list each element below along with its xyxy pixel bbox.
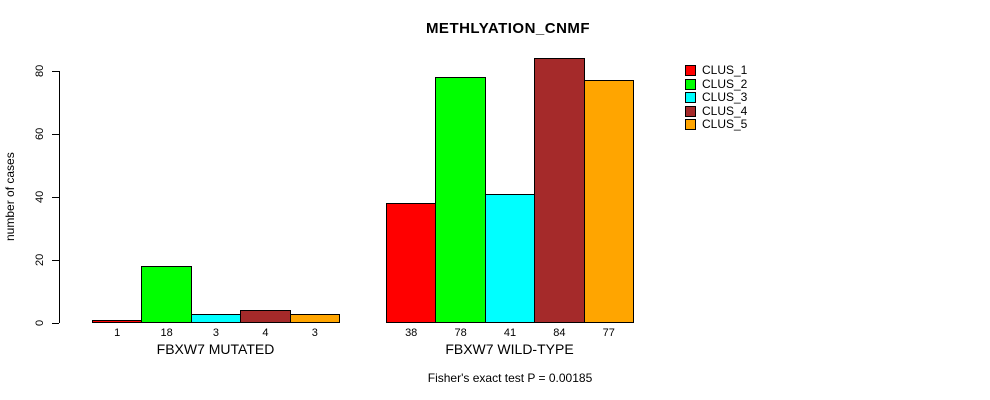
- bar-value-label: 3: [311, 327, 318, 339]
- legend: CLUS_1 CLUS_2 CLUS_3 CLUS_4 CLUS_5: [685, 63, 748, 132]
- y-tick-label: 60: [34, 127, 46, 141]
- y-tick-label: 0: [34, 319, 46, 327]
- legend-swatch-clus_1: [685, 65, 696, 77]
- y-tick: [52, 70, 59, 72]
- bar-clus_2-group2: [435, 77, 486, 323]
- legend-swatch-clus_2: [685, 78, 696, 90]
- y-axis: [59, 71, 60, 323]
- bar-value-label: 77: [602, 327, 615, 339]
- bar-clus_2-group1: [141, 266, 192, 323]
- bar-value-label: 38: [405, 327, 418, 339]
- y-tick-label: 40: [34, 190, 46, 204]
- y-tick: [52, 259, 59, 261]
- legend-swatch-clus_4: [685, 105, 696, 117]
- bar-clus_1-group2: [386, 203, 437, 323]
- bar-clus_1-group1: [92, 319, 143, 323]
- chart-title: METHLYATION_CNMF: [425, 20, 591, 37]
- y-tick: [52, 133, 59, 135]
- legend-label: CLUS_5: [702, 117, 748, 131]
- bar-clus_5-group1: [289, 313, 340, 323]
- legend-swatch-clus_3: [685, 92, 696, 104]
- bar-clus_5-group2: [583, 80, 634, 323]
- bar-value-label: 18: [160, 327, 173, 339]
- y-tick-label: 80: [34, 64, 46, 78]
- fisher-test-caption: Fisher's exact test P = 0.00185: [427, 371, 593, 385]
- bar-value-label: 4: [262, 327, 269, 339]
- legend-item: CLUS_4: [685, 103, 748, 119]
- legend-item: CLUS_2: [685, 76, 748, 92]
- bar-clus_3-group1: [190, 313, 242, 323]
- bar-value-label: 78: [454, 327, 467, 339]
- bar-value-label: 84: [553, 327, 566, 339]
- legend-label: CLUS_2: [702, 76, 748, 91]
- legend-label: CLUS_3: [702, 90, 748, 104]
- legend-swatch-clus_5: [685, 119, 696, 131]
- bar-value-label: 3: [212, 327, 220, 339]
- legend-label: CLUS_1: [702, 63, 748, 77]
- bar-value-label: 41: [503, 327, 517, 339]
- legend-item: CLUS_1: [685, 63, 748, 78]
- bar-clus_3-group2: [484, 193, 536, 323]
- legend-label: CLUS_4: [702, 103, 748, 118]
- group-label: FBXW7 MUTATED: [156, 341, 275, 357]
- bar-value-label: 1: [114, 327, 121, 339]
- bar-clus_4-group1: [240, 310, 291, 323]
- legend-item: CLUS_3: [685, 90, 748, 105]
- bar-clus_4-group2: [534, 58, 585, 323]
- legend-item: CLUS_5: [685, 117, 748, 132]
- y-tick: [52, 322, 59, 324]
- group-label: FBXW7 WILD-TYPE: [445, 341, 574, 357]
- y-tick-label: 20: [34, 253, 46, 267]
- y-tick: [52, 196, 59, 198]
